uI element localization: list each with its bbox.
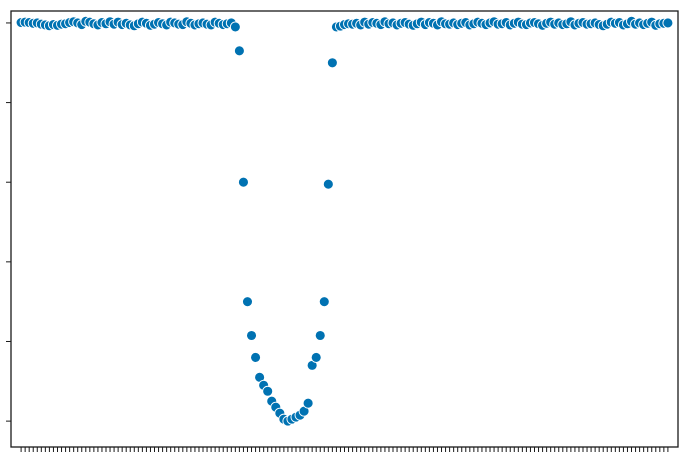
plot-area bbox=[10, 10, 679, 448]
data-point-53 bbox=[229, 21, 241, 33]
data-point-71 bbox=[302, 397, 314, 409]
data-point-160 bbox=[662, 17, 674, 29]
y-axis-ticks bbox=[6, 22, 11, 422]
data-point-77 bbox=[326, 57, 338, 69]
data-point-55 bbox=[237, 176, 249, 188]
data-point-58 bbox=[250, 351, 262, 363]
data-point-73 bbox=[310, 351, 322, 363]
data-point-54 bbox=[233, 45, 245, 57]
data-point-61 bbox=[262, 385, 274, 397]
data-point-74 bbox=[314, 330, 326, 341]
data-point-76 bbox=[322, 178, 334, 190]
data-point-56 bbox=[242, 296, 253, 308]
data-point-75 bbox=[318, 296, 330, 308]
x-axis-ticks bbox=[20, 447, 669, 452]
data-points bbox=[15, 15, 674, 427]
data-point-57 bbox=[246, 330, 257, 341]
